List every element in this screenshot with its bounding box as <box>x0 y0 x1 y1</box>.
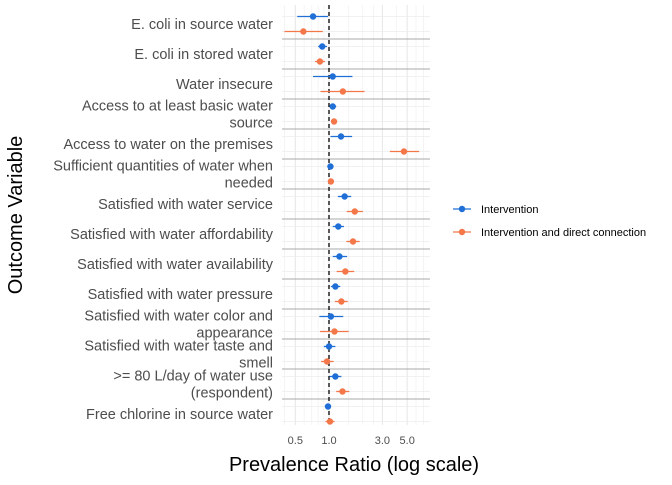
data-point <box>341 193 348 200</box>
data-point <box>309 13 317 20</box>
legend-key-point <box>458 205 466 213</box>
y-tick-label-line: Water insecure <box>176 77 273 93</box>
data-point <box>327 163 334 170</box>
series-intervention <box>297 13 353 410</box>
legend-label: Intervention and direct connection <box>481 227 646 239</box>
data-point <box>326 418 334 425</box>
data-point <box>338 298 345 305</box>
y-tick-label-line: >= 80 L/day of water use <box>113 369 273 385</box>
y-tick-label-line: Satisfied with water taste and <box>84 339 273 355</box>
y-tick-label: Satisfied with water affordability <box>70 227 274 243</box>
y-tick-label: Satisfied with water service <box>98 197 273 213</box>
x-axis-title: Prevalence Ratio (log scale) <box>229 454 479 476</box>
grid-layer <box>282 5 430 425</box>
legend: Intervention Intervention and direct conn… <box>453 204 646 239</box>
y-tick-label: Access to at least basic water source <box>82 99 273 132</box>
marks-layer <box>284 13 420 425</box>
data-point <box>349 238 357 245</box>
y-tick-label-line: Satisfied with water service <box>98 197 273 213</box>
data-point <box>327 178 335 185</box>
y-tick-label-line: E. coli in source water <box>131 17 273 33</box>
y-tick-label: E. coli in source water <box>131 17 273 33</box>
legend-label: Intervention <box>481 204 538 216</box>
y-tick-label-line: Free chlorine in source water <box>86 407 273 423</box>
row-separators <box>282 38 430 400</box>
legend-item: Intervention and direct connection <box>453 227 646 239</box>
y-tick-label: Sufficient quantities of water when neede… <box>53 159 273 192</box>
data-point <box>400 148 408 155</box>
x-tick-label: 3.0 <box>375 435 390 447</box>
y-tick-label: Satisfied with water taste and smell <box>84 339 273 372</box>
y-tick-label-line: Satisfied with water pressure <box>88 287 273 303</box>
y-tick-label-line: (respondent) <box>191 386 273 402</box>
y-tick-label: Satisfied with water color and appearance <box>84 309 273 342</box>
data-point <box>327 313 335 320</box>
y-tick-label: Satisfied with water pressure <box>88 287 273 303</box>
y-tick-label-line: needed <box>225 176 273 192</box>
data-point <box>325 343 333 350</box>
y-tick-label-line: Access to water on the premises <box>63 137 273 153</box>
y-tick-label-line: Sufficient quantities of water when <box>53 159 273 175</box>
data-point <box>339 388 346 395</box>
data-point <box>316 58 324 65</box>
y-tick-label-line: Access to at least basic water <box>82 99 273 115</box>
y-tick-label-line: smell <box>239 356 273 372</box>
data-point <box>342 268 349 275</box>
y-tick-label: E. coli in stored water <box>134 47 273 63</box>
series-intervention-direct-connection <box>284 28 420 425</box>
data-point <box>351 208 358 215</box>
legend-item: Intervention <box>453 204 538 216</box>
y-tick-label: Access to water on the premises <box>63 137 273 153</box>
data-point <box>336 253 343 260</box>
y-tick-label-line: E. coli in stored water <box>134 47 273 63</box>
y-tick-label: Satisfied with water availability <box>77 257 274 273</box>
x-tick-label: 1.0 <box>321 435 336 447</box>
y-tick-label-line: source <box>229 116 273 132</box>
data-point <box>329 103 336 110</box>
y-tick-label-line: appearance <box>196 326 273 342</box>
x-tick-label: 0.5 <box>288 435 303 447</box>
x-tick-label: 5.0 <box>400 435 415 447</box>
data-point <box>331 328 338 335</box>
data-point <box>319 43 326 50</box>
y-tick-label: Water insecure <box>176 77 273 93</box>
data-point <box>330 118 338 125</box>
y-tick-label: Free chlorine in source water <box>86 407 273 423</box>
y-tick-label-line: Satisfied with water availability <box>77 257 274 273</box>
data-point <box>332 283 339 290</box>
data-point <box>339 88 347 95</box>
data-point <box>329 73 336 80</box>
y-axis-title: Outcome Variable <box>5 136 27 295</box>
y-tick-label: >= 80 L/day of water use (respondent) <box>113 369 273 402</box>
x-tick-labels: 0.5 1.0 3.0 5.0 <box>288 435 415 447</box>
y-tick-labels: E. coli in source water E. coli in stored… <box>53 17 274 423</box>
data-point <box>332 373 339 380</box>
legend-key-point <box>458 228 466 236</box>
data-point <box>300 28 307 35</box>
data-point <box>324 403 332 410</box>
data-point <box>323 358 331 365</box>
y-tick-label-line: Satisfied with water affordability <box>70 227 274 243</box>
data-point <box>337 133 345 140</box>
y-tick-label-line: Satisfied with water color and <box>84 309 273 325</box>
data-point <box>335 223 342 230</box>
